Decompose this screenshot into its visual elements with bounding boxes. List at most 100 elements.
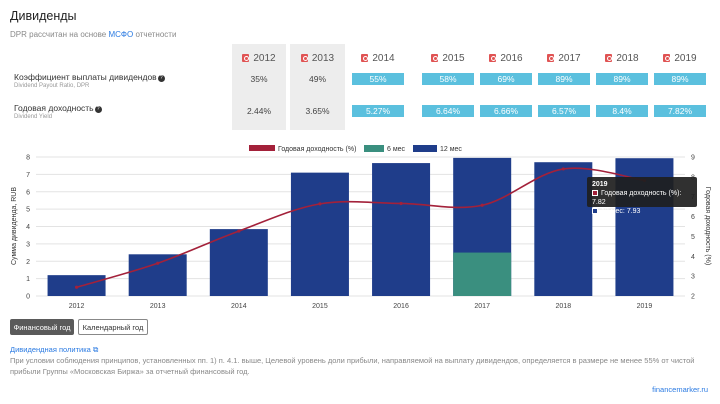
bar-12m-2016[interactable] — [372, 163, 431, 296]
year-header-2013[interactable]: 2013 — [290, 51, 345, 65]
column-shade-2013 — [290, 44, 345, 130]
y-tick-label: 8 — [26, 155, 30, 162]
pdf-icon[interactable] — [431, 54, 439, 62]
year-label: 2017 — [558, 52, 581, 64]
pdf-icon[interactable] — [547, 54, 555, 62]
table-cell: 6.66% — [480, 105, 532, 117]
subtitle-prefix: DPR рассчитан на основе — [10, 30, 107, 39]
bar-12m-2013[interactable] — [128, 254, 187, 296]
external-link-icon: ⧉ — [92, 345, 99, 354]
subtitle-suffix: отчетности — [135, 30, 177, 39]
dividend-chart: Годовая доходность (%) 6 мес 12 мес 0 1 2 3 4 5… — [11, 145, 711, 310]
pdf-icon[interactable] — [489, 54, 497, 62]
x-tick-label: 2013 — [150, 303, 166, 310]
y2-tick-label: 9 — [691, 155, 695, 162]
table-cell: 7.82% — [654, 105, 706, 117]
legend-swatch[interactable] — [413, 145, 437, 152]
x-tick-label: 2016 — [393, 303, 409, 310]
x-tick-label: 2017 — [474, 303, 490, 310]
calendar-year-button[interactable]: Календарный год — [78, 319, 148, 335]
yield-point-2014[interactable] — [237, 229, 241, 233]
yield-sublabel: Dividend Yield — [14, 114, 53, 120]
y-tick-label: 6 — [26, 189, 30, 196]
bar-12m-2018[interactable] — [534, 162, 593, 296]
page-title: Дивиденды — [10, 9, 77, 23]
yield-point-2016[interactable] — [399, 201, 403, 206]
table-cell: 58% — [422, 73, 474, 85]
pdf-icon[interactable] — [663, 54, 671, 62]
tooltip-yield-swatch — [592, 190, 598, 196]
y2-tick-label: 2 — [691, 294, 695, 301]
yield-point-2015[interactable] — [318, 202, 322, 206]
row-label-payout: Коэффициент выплаты дивидендов? Dividend… — [14, 72, 165, 89]
y-tick-label: 2 — [26, 259, 30, 266]
year-header-2016[interactable]: 2016 — [476, 51, 536, 65]
legend-label[interactable]: 6 мес — [387, 146, 406, 153]
x-tick-label: 2018 — [556, 303, 572, 310]
y-tick-label: 0 — [26, 294, 30, 301]
source-link[interactable]: financemarker.ru — [652, 385, 708, 394]
pdf-icon[interactable] — [605, 54, 613, 62]
chart-tooltip: 2019 Годовая доходность (%): 7.82 12 мес… — [587, 177, 697, 215]
help-icon[interactable]: ? — [157, 75, 165, 82]
y2-tick-label: 6 — [691, 214, 695, 221]
year-header-2014[interactable]: 2014 — [348, 51, 408, 65]
x-tick-label: 2015 — [312, 303, 328, 310]
column-shade-2012 — [232, 44, 286, 130]
bar-12m-2012[interactable] — [47, 275, 106, 296]
yield-point-2018[interactable] — [561, 167, 565, 171]
legend-label[interactable]: 12 мес — [440, 146, 462, 153]
table-cell: 89% — [538, 73, 590, 85]
table-cell: 5.27% — [352, 105, 404, 117]
table-cell: 49% — [308, 74, 326, 84]
y-tick-label: 3 — [26, 241, 30, 248]
table-cell: 2.44% — [246, 106, 272, 116]
table-cell: 89% — [596, 73, 648, 85]
yield-label: Годовая доходность — [14, 103, 94, 113]
pdf-icon[interactable] — [242, 54, 250, 62]
table-cell: 3.65% — [305, 106, 330, 116]
table-cell: 6.57% — [538, 105, 590, 117]
y2-tick-label: 5 — [691, 234, 695, 241]
dividend-policy-link[interactable]: Дивидендная политика ⧉ — [10, 345, 98, 355]
y-tick-label: 5 — [26, 207, 30, 214]
table-cell: 6.64% — [422, 105, 474, 117]
year-label: 2019 — [674, 52, 697, 64]
subtitle: DPR рассчитан на основе МСФО отчетности — [10, 30, 176, 39]
bar-12m-2015[interactable] — [290, 172, 349, 296]
y2-axis-title: Годовая доходность (%) — [704, 187, 711, 265]
payout-label: Коэффициент выплаты дивидендов — [14, 72, 157, 82]
x-tick-label: 2019 — [637, 303, 653, 310]
y-tick-label: 1 — [26, 276, 30, 283]
year-header-2012[interactable]: 2012 — [232, 51, 286, 65]
yield-line — [76, 167, 645, 289]
msfo-link[interactable]: МСФО — [108, 30, 134, 39]
year-label: 2012 — [253, 52, 276, 64]
policy-text: При условии соблюдения принципов, устано… — [10, 356, 695, 376]
help-icon[interactable]: ? — [94, 106, 102, 113]
legend-swatch[interactable] — [249, 145, 275, 151]
pdf-icon[interactable] — [361, 54, 369, 62]
legend-label[interactable]: Годовая доходность (%) — [278, 146, 356, 153]
yield-point-2012[interactable] — [74, 285, 79, 289]
year-header-2018[interactable]: 2018 — [592, 51, 652, 65]
row-label-yield: Годовая доходность? Dividend Yield — [14, 103, 102, 120]
bar-6m-2017[interactable] — [453, 252, 512, 296]
y2-tick-label: 4 — [691, 254, 695, 261]
year-header-2015[interactable]: 2015 — [418, 51, 478, 65]
bar-12m-2014[interactable] — [209, 229, 268, 296]
yield-point-2013[interactable] — [156, 261, 160, 265]
table-cell: 55% — [352, 73, 404, 85]
table-cell: 8.4% — [596, 105, 648, 117]
chart-legend: Годовая доходность (%) 6 мес 12 мес — [249, 145, 462, 153]
legend-swatch[interactable] — [364, 145, 384, 152]
financial-year-button[interactable]: Финансовый год — [10, 319, 74, 335]
tooltip-year: 2019 — [592, 181, 608, 188]
tooltip-bar-swatch — [592, 208, 598, 214]
year-label: 2014 — [372, 52, 395, 64]
year-header-2017[interactable]: 2017 — [534, 51, 594, 65]
year-header-2019[interactable]: 2019 — [650, 51, 710, 65]
tooltip-line1: Годовая доходность (%): 7.82 — [592, 190, 682, 206]
pdf-icon[interactable] — [300, 54, 308, 62]
yield-point-2017[interactable] — [480, 203, 484, 207]
